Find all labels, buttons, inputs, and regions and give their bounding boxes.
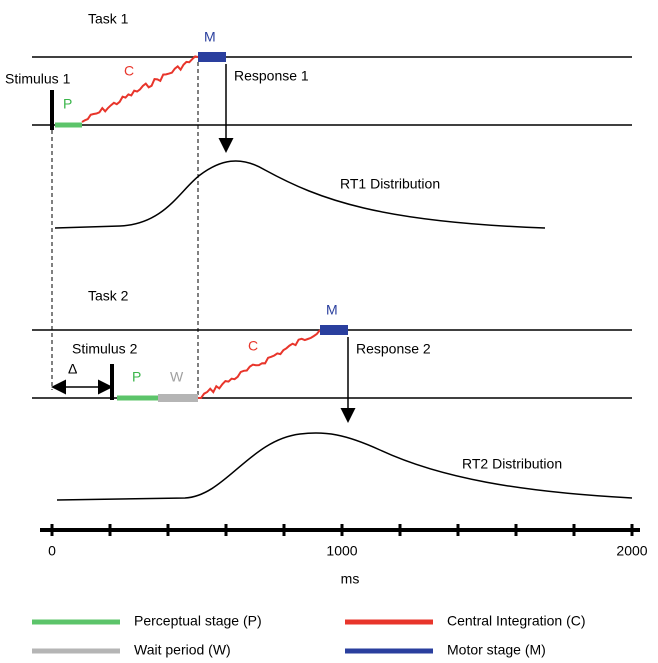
response-label: Response 2	[356, 341, 431, 357]
central-trace	[81, 55, 199, 123]
central-label: C	[124, 63, 134, 79]
stimulus-label: Stimulus 2	[72, 341, 138, 357]
delta-label: Δ	[68, 361, 77, 377]
legend-label: Central Integration (C)	[447, 613, 586, 629]
perceptual-label: P	[63, 96, 72, 112]
motor-bar	[320, 325, 348, 335]
perceptual-label: P	[132, 369, 141, 385]
distribution-label: RT2 Distribution	[462, 456, 562, 472]
distribution-label: RT1 Distribution	[340, 176, 440, 192]
stimulus-label: Stimulus 1	[5, 71, 71, 87]
tick-label: 2000	[616, 543, 647, 559]
rt-curve	[54, 160, 546, 229]
central-trace	[197, 329, 321, 399]
legend-label: Motor stage (M)	[447, 642, 546, 658]
axis-ticks: 0 1000 2000	[48, 524, 648, 559]
legend-label: Perceptual stage (P)	[134, 613, 262, 629]
central-label: C	[248, 338, 258, 354]
legend-label: Wait period (W)	[134, 642, 231, 658]
wait-label: W	[170, 369, 184, 385]
motor-bar	[198, 52, 226, 62]
response-label: Response 1	[234, 68, 309, 84]
motor-label: M	[204, 29, 216, 45]
tick-label: 0	[48, 543, 56, 559]
rt-curve	[56, 432, 633, 501]
legend: Perceptual stage (P) Central Integration …	[32, 613, 586, 658]
task2-title: Task 2	[88, 288, 129, 304]
tick-label: 1000	[326, 543, 357, 559]
motor-label: M	[326, 302, 338, 318]
axis-label: ms	[341, 571, 360, 587]
task1-title: Task 1	[88, 11, 129, 27]
